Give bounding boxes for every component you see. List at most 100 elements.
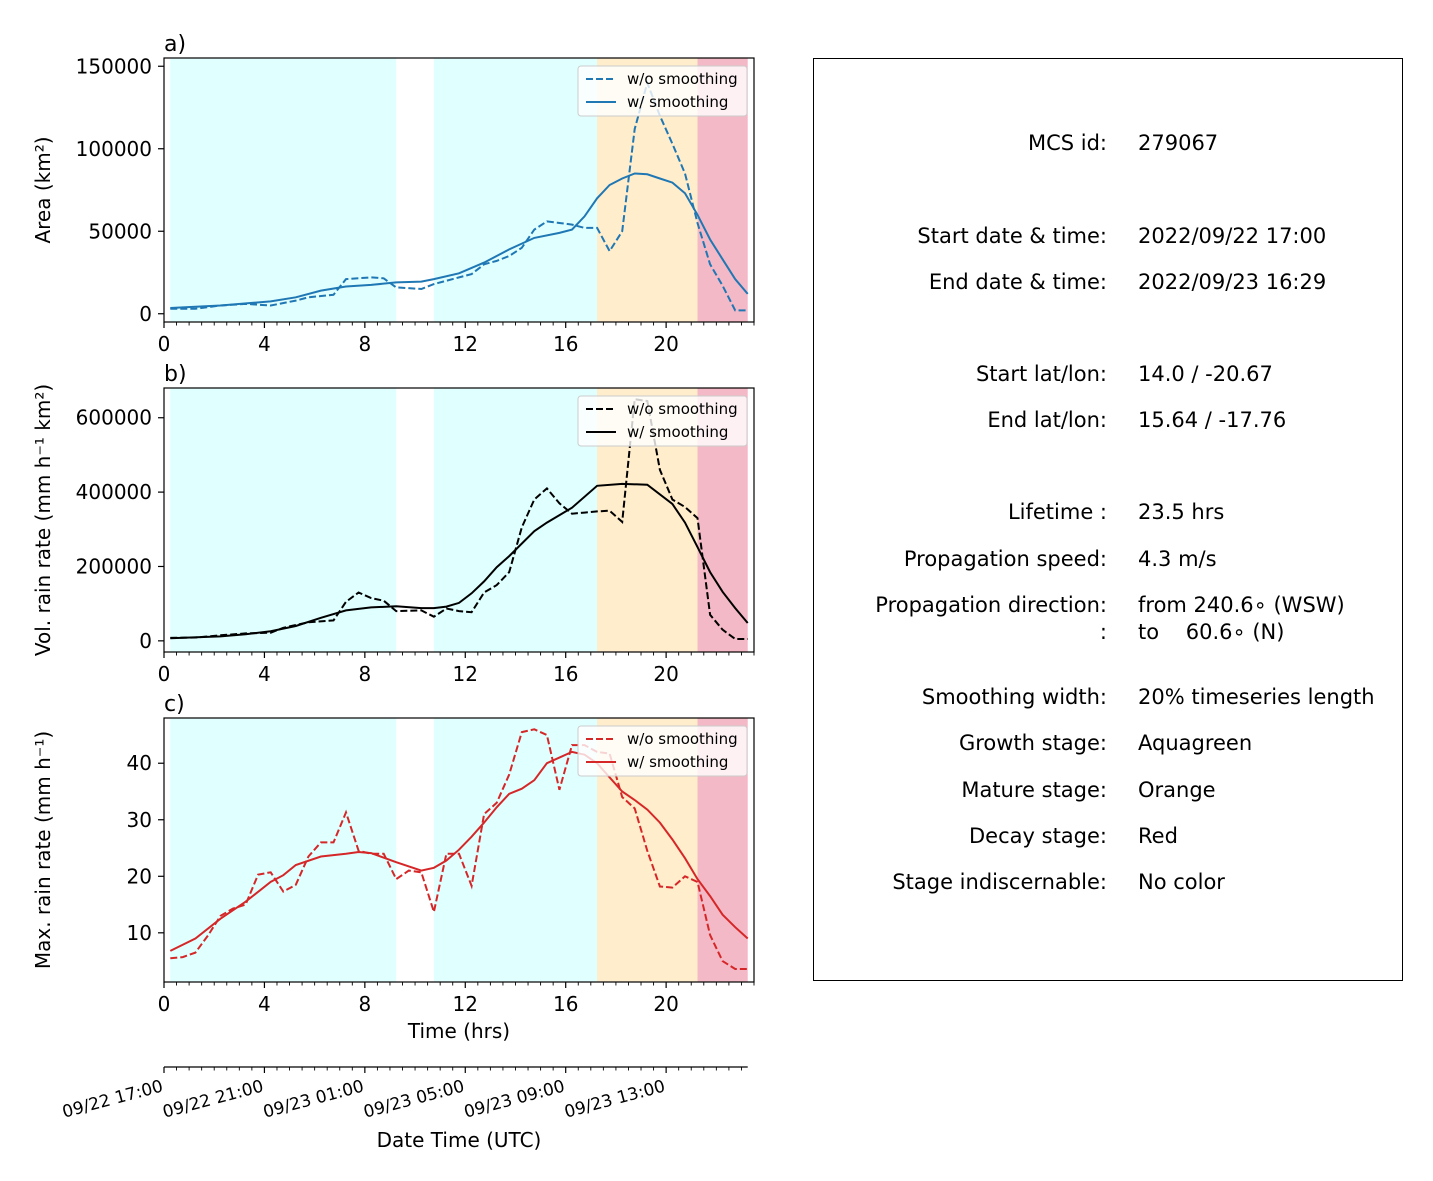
date-axis-label: Date Time (UTC) [377,1128,542,1152]
info-label-lifetime: Lifetime : [1007,500,1107,524]
legend-box [577,65,748,117]
date-tick-label: 09/23 13:00 [562,1077,667,1123]
y-axis-label: Max. rain rate (mm h⁻¹) [31,731,55,969]
date-tick-label: 09/23 05:00 [362,1077,467,1123]
growth-stage-band [170,718,397,982]
x-tick-label: 4 [258,662,271,686]
info-value-mcs-id: 279067 [1138,131,1219,155]
growth-stage-band [170,388,397,652]
panel-1: 0 4 8 12 16 20 0 50000 100000 150000 a) Area (km²) w… [31,32,755,356]
axes-frame [163,57,755,323]
growth-stage-band [170,58,397,322]
date-tick-label: 09/23 09:00 [462,1077,567,1123]
panel-label: c) [164,692,185,717]
legend-label: w/ smoothing [627,423,728,441]
axes-frame [163,717,755,983]
panel-label: a) [164,32,186,57]
unsmoothed-series-line [170,728,748,970]
y-tick-label: 40 [127,751,152,775]
info-label-mcs-id: MCS id: [1027,131,1107,155]
info-value-stage-indiscernable: No color [1138,870,1225,894]
x-tick-label: 20 [653,992,678,1016]
info-label-propagation-direction: Propagation direction: [875,593,1107,617]
info-label-stage-indiscernable: Stage indiscernable: [892,870,1107,894]
mcs-info-panel: MCS id: 279067 Start date & time: 2022/0… [813,58,1403,981]
panel-label: b) [164,362,187,387]
info-value-decay-stage: Red [1138,824,1178,848]
x-tick-label: 12 [453,332,478,356]
y-tick-label: 10 [127,921,152,945]
info-label-decay-stage: Decay stage: [969,824,1107,848]
x-tick-label: 16 [553,662,578,686]
growth-stage-band [433,58,598,322]
info-label-mature-stage: Mature stage: [961,778,1107,802]
y-tick-label: 600000 [76,406,152,430]
legend-label: w/o smoothing [627,70,738,88]
y-tick-label: 20 [127,864,152,888]
y-tick-label: 150000 [76,54,152,78]
x-tick-label: 4 [258,992,271,1016]
x-tick-label: 16 [553,332,578,356]
x-tick-label: 16 [553,992,578,1016]
y-tick-label: 50000 [88,219,152,243]
info-label-smoothing-width: Smoothing width: [921,685,1107,709]
growth-stage-band [433,718,598,982]
y-axis-label: Vol. rain rate (mm h⁻¹ km²) [31,384,55,656]
info-label-start-time: Start date & time: [917,224,1107,248]
info-value-start-latlon: 14.0 / -20.67 [1138,362,1273,386]
legend: w/o smoothing w/ smoothing [577,725,748,777]
x-tick-label: 12 [453,992,478,1016]
info-value-end-time: 2022/09/23 16:29 [1138,270,1327,294]
legend-label: w/o smoothing [627,400,738,418]
y-tick-label: 0 [139,302,152,326]
info-label-propagation-speed: Propagation speed: [903,547,1107,571]
x-tick-label: 12 [453,662,478,686]
info-label-start-latlon: Start lat/lon: [975,362,1107,386]
info-label-growth-stage: Growth stage: [958,731,1107,755]
unsmoothed-series-line [170,79,748,312]
date-tick-label: 09/22 17:00 [60,1077,165,1123]
smoothed-series-line [170,172,749,309]
x-tick-label: 20 [653,332,678,356]
y-tick-label: 100000 [76,137,152,161]
legend-label: w/ smoothing [627,93,728,111]
legend: w/o smoothing w/ smoothing [577,395,748,447]
info-value-propagation-from: from 240.6∘ (WSW) [1138,593,1345,617]
info-value-propagation-to: to 60.6∘ (N) [1138,620,1285,644]
x-tick-label: 0 [158,332,171,356]
x-axis-label: Time (hrs) [407,1019,510,1043]
info-label-propagation-direction-cont: : [1099,620,1107,644]
unsmoothed-series-line [170,398,748,640]
growth-stage-band [433,388,598,652]
legend: w/o smoothing w/ smoothing [577,65,748,117]
legend-label: w/ smoothing [627,753,728,771]
panel-3: 0 4 8 12 16 20 10 20 30 40 c) Max. rain rate (mm h⁻… [31,692,755,1043]
legend-label: w/o smoothing [627,730,738,748]
panel-2: 0 4 8 12 16 20 0 200000 400000 600000 b) Vol. rain … [31,362,755,686]
x-tick-label: 8 [358,662,371,686]
smoothed-series-line [169,750,749,952]
y-tick-label: 400000 [76,480,152,504]
x-tick-label: 20 [653,662,678,686]
y-axis-label: Area (km²) [31,136,55,243]
legend-box [577,725,748,777]
smoothed-series-line [170,482,749,640]
info-value-mature-stage: Orange [1138,778,1216,802]
x-tick-label: 0 [158,662,171,686]
info-label-end-latlon: End lat/lon: [987,408,1107,432]
x-tick-label: 0 [158,992,171,1016]
info-value-growth-stage: Aquagreen [1138,731,1253,755]
info-value-smoothing-width: 20% timeseries length [1138,685,1375,709]
info-value-end-latlon: 15.64 / -17.76 [1138,408,1287,432]
x-tick-label: 8 [358,332,371,356]
info-value-start-time: 2022/09/22 17:00 [1138,224,1327,248]
y-tick-label: 200000 [76,554,152,578]
x-tick-label: 8 [358,992,371,1016]
axes-frame [163,387,755,653]
info-value-lifetime: 23.5 hrs [1138,500,1225,524]
date-tick-label: 09/23 01:00 [261,1077,366,1123]
info-label-end-time: End date & time: [928,270,1107,294]
date-tick-label: 09/22 21:00 [161,1077,266,1123]
